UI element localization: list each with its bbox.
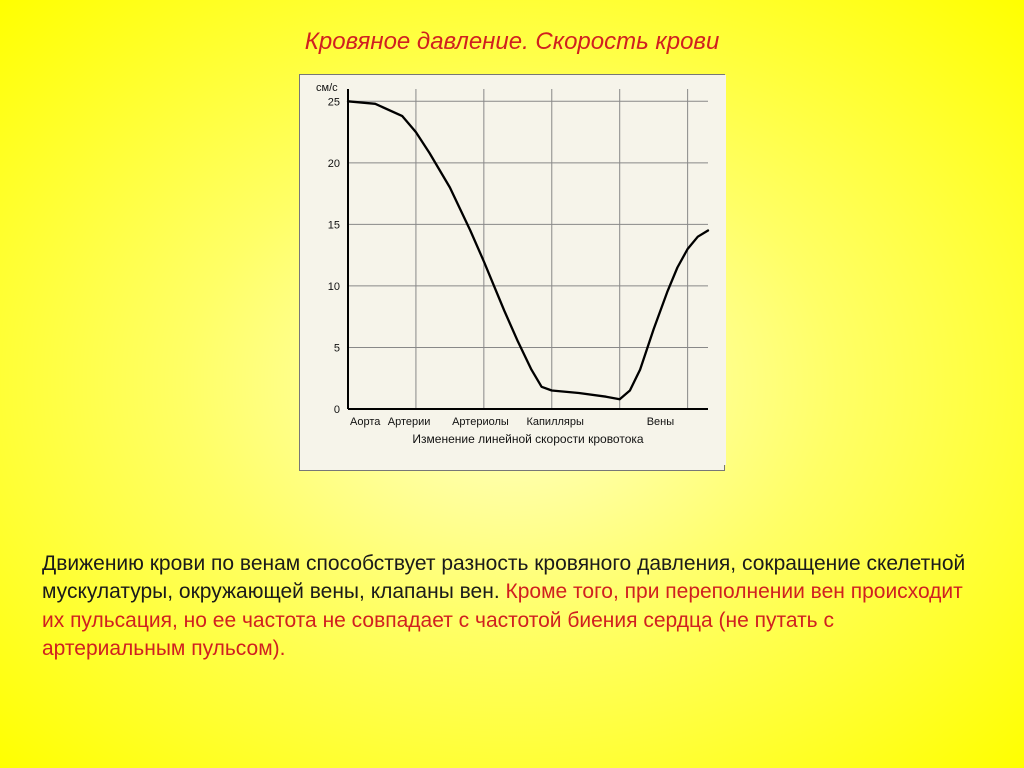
- svg-text:15: 15: [328, 219, 340, 231]
- svg-text:25: 25: [328, 96, 340, 108]
- svg-text:20: 20: [328, 158, 340, 170]
- slide-page: Кровяное давление. Скорость крови 0 5 10 15…: [0, 0, 1024, 768]
- svg-text:Изменение линейной скорости кр: Изменение линейной скорости кровотока: [412, 432, 643, 446]
- chart-container: 0 5 10 15 20 25 см/с Аорта Артерии Артериолы Капил…: [299, 74, 725, 471]
- description-paragraph: Движению крови по венам способствует раз…: [42, 550, 982, 663]
- svg-text:0: 0: [334, 404, 340, 416]
- svg-text:Вены: Вены: [647, 416, 675, 428]
- svg-text:10: 10: [328, 281, 340, 293]
- svg-text:Капилляры: Капилляры: [526, 416, 584, 428]
- blood-velocity-chart: 0 5 10 15 20 25 см/с Аорта Артерии Артериолы Капил…: [300, 75, 726, 465]
- svg-text:см/с: см/с: [316, 82, 338, 94]
- svg-text:5: 5: [334, 342, 340, 354]
- svg-text:Артерии: Артерии: [388, 416, 431, 428]
- slide-title: Кровяное давление. Скорость крови: [0, 0, 1024, 56]
- svg-text:Артериолы: Артериолы: [452, 416, 509, 428]
- svg-text:Аорта: Аорта: [350, 416, 381, 428]
